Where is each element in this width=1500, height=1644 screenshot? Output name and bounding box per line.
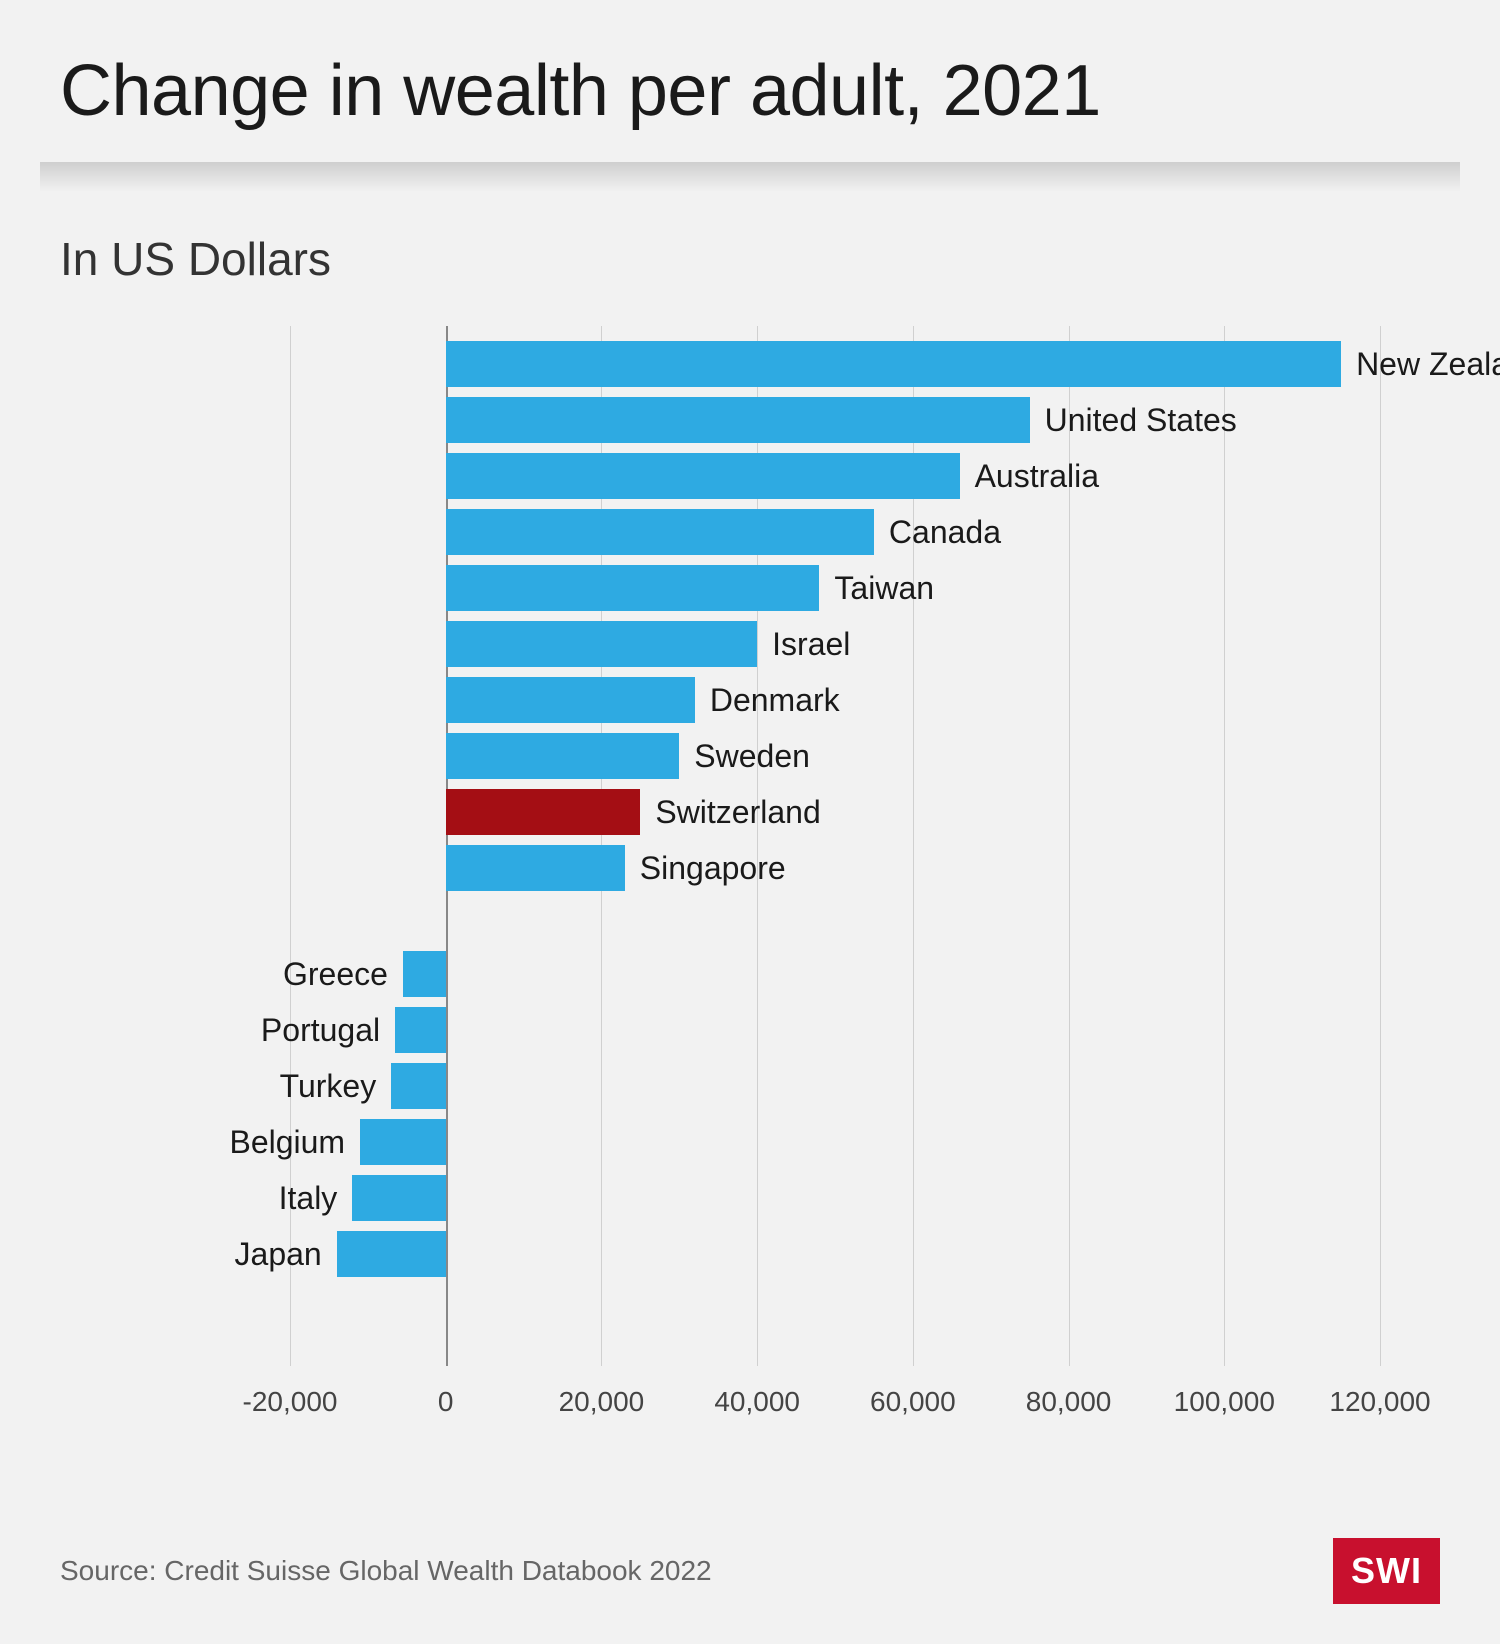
x-tick-label: 80,000 xyxy=(1026,1386,1112,1418)
bar-label: New Zealand xyxy=(1356,346,1500,383)
bar-row: Italy xyxy=(290,1170,1380,1226)
gridline xyxy=(1380,326,1381,1366)
bar-row: Taiwan xyxy=(290,560,1380,616)
bar-label: Japan xyxy=(235,1236,322,1273)
bar xyxy=(446,621,757,667)
bar-label: Canada xyxy=(889,514,1001,551)
bar-label: United States xyxy=(1045,402,1237,439)
bar-label: Belgium xyxy=(229,1124,345,1161)
bar-label: Israel xyxy=(772,626,850,663)
bar-row: Belgium xyxy=(290,1114,1380,1170)
bar xyxy=(446,509,874,555)
bar xyxy=(446,789,641,835)
x-tick-label: -20,000 xyxy=(243,1386,338,1418)
bar-label: Portugal xyxy=(261,1012,380,1049)
x-tick-label: 0 xyxy=(438,1386,454,1418)
title-shadow xyxy=(40,162,1460,192)
bar xyxy=(352,1175,445,1221)
bar-label: Greece xyxy=(283,956,388,993)
x-tick-label: 40,000 xyxy=(714,1386,800,1418)
source-text: Source: Credit Suisse Global Wealth Data… xyxy=(60,1555,712,1587)
bar-row: Turkey xyxy=(290,1058,1380,1114)
swi-logo: SWI xyxy=(1333,1538,1440,1604)
bar-row: Sweden xyxy=(290,728,1380,784)
bar xyxy=(446,453,960,499)
x-tick-label: 100,000 xyxy=(1174,1386,1275,1418)
bar xyxy=(403,951,446,997)
bar-row: Singapore xyxy=(290,840,1380,896)
bar xyxy=(446,677,695,723)
bar-label: Singapore xyxy=(640,850,786,887)
bar-label: Sweden xyxy=(694,738,810,775)
bar-row: Australia xyxy=(290,448,1380,504)
bar-label: Denmark xyxy=(710,682,840,719)
bar xyxy=(446,845,625,891)
x-tick-label: 120,000 xyxy=(1329,1386,1430,1418)
footer: Source: Credit Suisse Global Wealth Data… xyxy=(60,1538,1440,1604)
bar xyxy=(360,1119,446,1165)
bar-label: Australia xyxy=(975,458,1100,495)
bar xyxy=(446,733,680,779)
bar-row: United States xyxy=(290,392,1380,448)
chart-title: Change in wealth per adult, 2021 xyxy=(0,0,1500,162)
bar-row: Switzerland xyxy=(290,784,1380,840)
bar-row: Portugal xyxy=(290,1002,1380,1058)
bar-label: Switzerland xyxy=(655,794,820,831)
bar-label: Italy xyxy=(279,1180,338,1217)
chart-area: -20,000 0 20,000 40,000 60,000 80,000 100,000 1… xyxy=(60,326,1440,1446)
x-tick-label: 20,000 xyxy=(559,1386,645,1418)
bar xyxy=(337,1231,446,1277)
bar-row: Canada xyxy=(290,504,1380,560)
x-tick-label: 60,000 xyxy=(870,1386,956,1418)
bar xyxy=(446,565,820,611)
bar-row: Greece xyxy=(290,946,1380,1002)
bar-row: Japan xyxy=(290,1226,1380,1282)
plot-region: -20,000020,00040,00060,00080,000100,0001… xyxy=(290,326,1380,1366)
bar-label: Taiwan xyxy=(834,570,934,607)
bar xyxy=(446,341,1341,387)
bar-row: Denmark xyxy=(290,672,1380,728)
bar-row: New Zealand xyxy=(290,336,1380,392)
bar xyxy=(391,1063,446,1109)
chart-subtitle: In US Dollars xyxy=(0,192,1500,326)
bar xyxy=(395,1007,446,1053)
bar-label: Turkey xyxy=(280,1068,377,1105)
bar-row: Israel xyxy=(290,616,1380,672)
bar xyxy=(446,397,1030,443)
